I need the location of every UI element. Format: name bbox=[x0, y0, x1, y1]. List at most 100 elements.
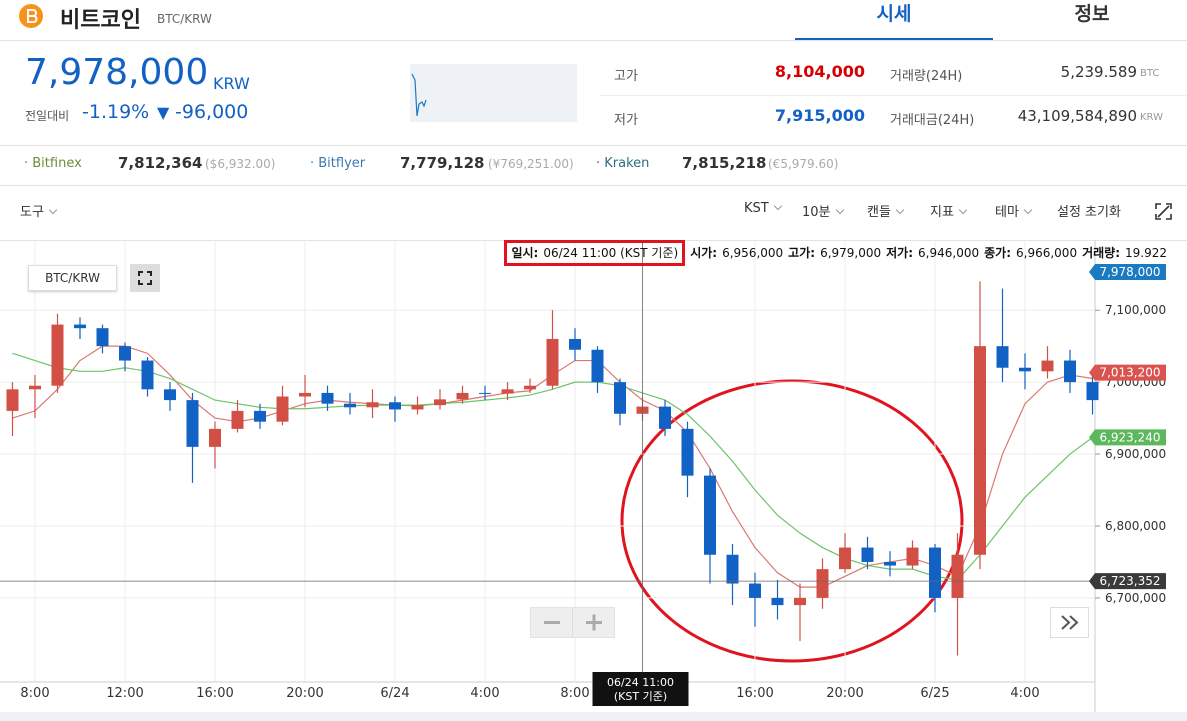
price-marker-label: 6,923,240 bbox=[1099, 430, 1160, 444]
price-marker-box bbox=[1089, 264, 1166, 280]
candle-body bbox=[321, 392, 334, 404]
toolbar-item-text: KST bbox=[744, 201, 769, 216]
crosshair-x-box bbox=[592, 672, 689, 706]
candle-body bbox=[996, 346, 1009, 368]
candle-body bbox=[726, 554, 739, 584]
change-label: 전일대비 bbox=[25, 109, 70, 123]
toolbar-item-text: 10분 bbox=[802, 205, 831, 220]
candle-body bbox=[186, 400, 199, 447]
candle-body bbox=[929, 547, 941, 598]
stat-unit: KRW bbox=[1140, 112, 1163, 123]
ohlc-info: 일시: 06/24 11:00 (KST 기준) 시가: 6,956,000 고가: 6,… bbox=[504, 240, 1167, 266]
stat-label: 저가 bbox=[614, 113, 638, 128]
info-item: 거래량: 19.922 bbox=[1082, 246, 1167, 260]
candle-body bbox=[434, 399, 446, 406]
stat-value: 43,109,584,890 bbox=[1017, 107, 1137, 125]
candle-body bbox=[546, 338, 559, 386]
info-label: 저가: bbox=[886, 246, 914, 260]
exchange-foreign: ($6,932.00) bbox=[205, 157, 276, 171]
info-value: 06/24 11:00 (KST 기준) bbox=[543, 246, 679, 260]
toolbar-item[interactable]: 10분 bbox=[802, 201, 843, 220]
exchange-name-text: Kraken bbox=[604, 156, 650, 171]
price-unit: KRW bbox=[213, 74, 250, 93]
candle-body bbox=[456, 392, 469, 400]
reset-button[interactable]: 설정 초기화 bbox=[1057, 205, 1121, 220]
coin-pair: BTC/KRW bbox=[157, 12, 212, 26]
stat-label: 거래량(24H) bbox=[890, 69, 963, 84]
sparkline-svg bbox=[411, 73, 427, 117]
scroll-end-button[interactable] bbox=[1050, 607, 1089, 638]
x-tick-label: 16:00 bbox=[196, 686, 233, 701]
candle-body bbox=[681, 428, 694, 476]
info-label: 거래량: bbox=[1082, 246, 1120, 260]
candle-body bbox=[119, 346, 131, 361]
tool-menu[interactable]: 도구 bbox=[20, 201, 56, 220]
stat-value: 5,239.589 bbox=[1060, 63, 1137, 81]
toolbar-item[interactable]: 테마 bbox=[995, 201, 1031, 220]
candle-body bbox=[1041, 360, 1054, 372]
info-item: 일시: 06/24 11:00 (KST 기준) bbox=[504, 240, 686, 266]
x-tick-label: 20:00 bbox=[286, 686, 323, 701]
toolbar-item[interactable]: 캔들 bbox=[867, 201, 903, 220]
exchange-name-text: Bitflyer bbox=[318, 156, 366, 171]
info-label: 종가: bbox=[984, 246, 1011, 260]
symbol-button[interactable]: BTC/KRW bbox=[28, 265, 117, 291]
y-tick-label: 6,700,000 bbox=[1105, 591, 1166, 605]
candle-body bbox=[861, 547, 874, 562]
info-value: 6,956,000 bbox=[722, 246, 784, 260]
info-item: 시가: 6,956,000 bbox=[690, 246, 783, 260]
current-price: 7,978,000 bbox=[25, 52, 209, 93]
candle-body bbox=[276, 396, 289, 422]
exchange-price: 7,815,218 bbox=[682, 154, 767, 172]
footer-strip bbox=[0, 712, 1187, 721]
candle-body bbox=[951, 554, 964, 598]
candle-body bbox=[366, 402, 379, 408]
toolbar-item[interactable]: KST bbox=[744, 201, 781, 216]
toolbar-item-text: 테마 bbox=[995, 205, 1019, 220]
zoom-controls bbox=[530, 607, 615, 638]
y-tick-label: 6,900,000 bbox=[1105, 447, 1166, 461]
toolbar-item-text: 지표 bbox=[930, 205, 954, 220]
exchange-name: · Kraken bbox=[596, 156, 650, 171]
fullscreen-button[interactable] bbox=[1155, 203, 1172, 220]
info-item: 저가: 6,946,000 bbox=[886, 246, 979, 260]
info-item: 종가: 6,966,000 bbox=[984, 246, 1077, 260]
change-amount: -96,000 bbox=[175, 101, 249, 123]
x-tick-label: 6/24 bbox=[380, 686, 409, 701]
zoom-in[interactable] bbox=[586, 614, 602, 631]
exchange-foreign: (¥769,251.00) bbox=[488, 157, 574, 171]
exchange-name: · Bitfinex bbox=[24, 156, 82, 171]
info-label: 시가: bbox=[690, 246, 718, 260]
toolbar-item[interactable]: 지표 bbox=[930, 201, 966, 220]
candle-body bbox=[591, 349, 604, 383]
coin-icon bbox=[19, 4, 43, 28]
x-tick-label: 4:00 bbox=[1010, 686, 1039, 701]
candle-body bbox=[749, 583, 761, 598]
fullscreen-icon bbox=[1155, 203, 1172, 220]
x-tick-label: 8:00 bbox=[560, 686, 589, 701]
x-tick-label: 20:00 bbox=[826, 686, 863, 701]
chart-expand-button[interactable] bbox=[130, 264, 160, 292]
candle-body bbox=[479, 392, 491, 394]
exchange-name: · Bitflyer bbox=[310, 156, 366, 171]
chart-expand-icon bbox=[138, 271, 152, 285]
candle-body bbox=[816, 569, 829, 598]
candle-body bbox=[884, 561, 896, 566]
candle-body bbox=[704, 475, 716, 555]
chart: 6,700,0006,800,0006,900,0007,000,0007,10… bbox=[0, 240, 1166, 712]
candle-body bbox=[141, 360, 154, 390]
exchange-price: 7,779,128 bbox=[400, 154, 485, 172]
x-tick-label: 4:00 bbox=[470, 686, 499, 701]
candle-body bbox=[1019, 367, 1031, 372]
sparkline bbox=[410, 64, 577, 122]
y-tick-label: 6,800,000 bbox=[1105, 519, 1166, 533]
info-label: 고가: bbox=[788, 246, 816, 260]
info-label: 일시: bbox=[511, 246, 539, 260]
candle-body bbox=[614, 382, 626, 414]
candle-body bbox=[839, 547, 851, 570]
x-tick-label: 12:00 bbox=[106, 686, 143, 701]
tab-info[interactable]: 정보 bbox=[1074, 3, 1110, 25]
tab-market[interactable]: 시세 bbox=[795, 0, 993, 41]
candle-body bbox=[96, 328, 109, 347]
toolbar-item-text: 캔들 bbox=[867, 205, 891, 220]
